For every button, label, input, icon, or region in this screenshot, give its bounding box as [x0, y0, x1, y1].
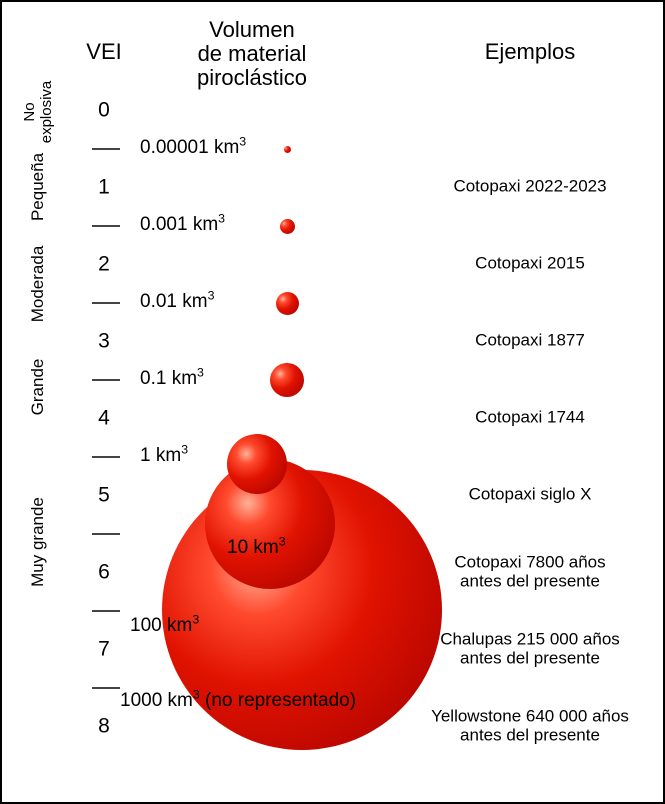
- example-label: Cotopaxi 1877: [475, 332, 585, 351]
- vei-diagram: VEI Volumen de material piroclástico Ejemp…: [0, 0, 665, 804]
- tick-mark: [92, 610, 120, 612]
- category-label: Noexplosiva: [21, 81, 55, 144]
- vei-level: 7: [98, 637, 110, 660]
- volume-sphere: [227, 434, 287, 494]
- volume-label: 0.001 km3: [140, 215, 225, 236]
- header-volume: Volumen de material piroclástico: [197, 18, 307, 91]
- volume-label: 0.01 km3: [140, 292, 214, 313]
- vei-level: 5: [98, 483, 110, 506]
- category-label: Pequeña: [28, 153, 48, 221]
- tick-mark: [92, 456, 120, 458]
- vei-level: 6: [98, 560, 110, 583]
- volume-label: 10 km3: [227, 538, 286, 559]
- header-vei: VEI: [86, 40, 121, 64]
- tick-mark: [92, 533, 120, 535]
- volume-label: 0.00001 km3: [140, 138, 246, 159]
- volume-sphere: [270, 363, 304, 397]
- tick-mark: [92, 302, 120, 304]
- category-label: Muy grande: [28, 497, 48, 587]
- volume-label: 1 km3: [140, 446, 188, 467]
- category-label: Moderada: [28, 246, 48, 323]
- header-examples: Ejemplos: [485, 40, 575, 64]
- vei-level: 3: [98, 329, 110, 352]
- example-label: Cotopaxi 2022-2023: [453, 178, 606, 197]
- tick-mark: [92, 225, 120, 227]
- example-label: Cotopaxi 7800 añosantes del presente: [454, 553, 605, 590]
- tick-mark: [92, 148, 120, 150]
- vei-level: 8: [98, 714, 110, 737]
- vei-level: 1: [98, 175, 110, 198]
- example-label: Yellowstone 640 000 añosantes del presen…: [431, 707, 629, 744]
- category-label: Grande: [28, 359, 48, 416]
- tick-mark: [92, 687, 120, 689]
- tick-mark: [92, 379, 120, 381]
- example-label: Cotopaxi 2015: [475, 255, 585, 274]
- volume-label: 100 km3: [130, 616, 199, 637]
- volume-sphere: [280, 219, 295, 234]
- example-label: Cotopaxi siglo X: [469, 486, 592, 505]
- volume-sphere: [276, 292, 299, 315]
- volume-sphere: [284, 146, 291, 153]
- example-label: Cotopaxi 1744: [475, 409, 585, 428]
- volume-label: 1000 km3 (no representado): [120, 691, 356, 712]
- volume-label: 0.1 km3: [140, 369, 204, 390]
- vei-level: 4: [98, 406, 110, 429]
- vei-level: 0: [98, 98, 110, 121]
- vei-level: 2: [98, 252, 110, 275]
- example-label: Chalupas 215 000 añosantes del presente: [440, 630, 620, 667]
